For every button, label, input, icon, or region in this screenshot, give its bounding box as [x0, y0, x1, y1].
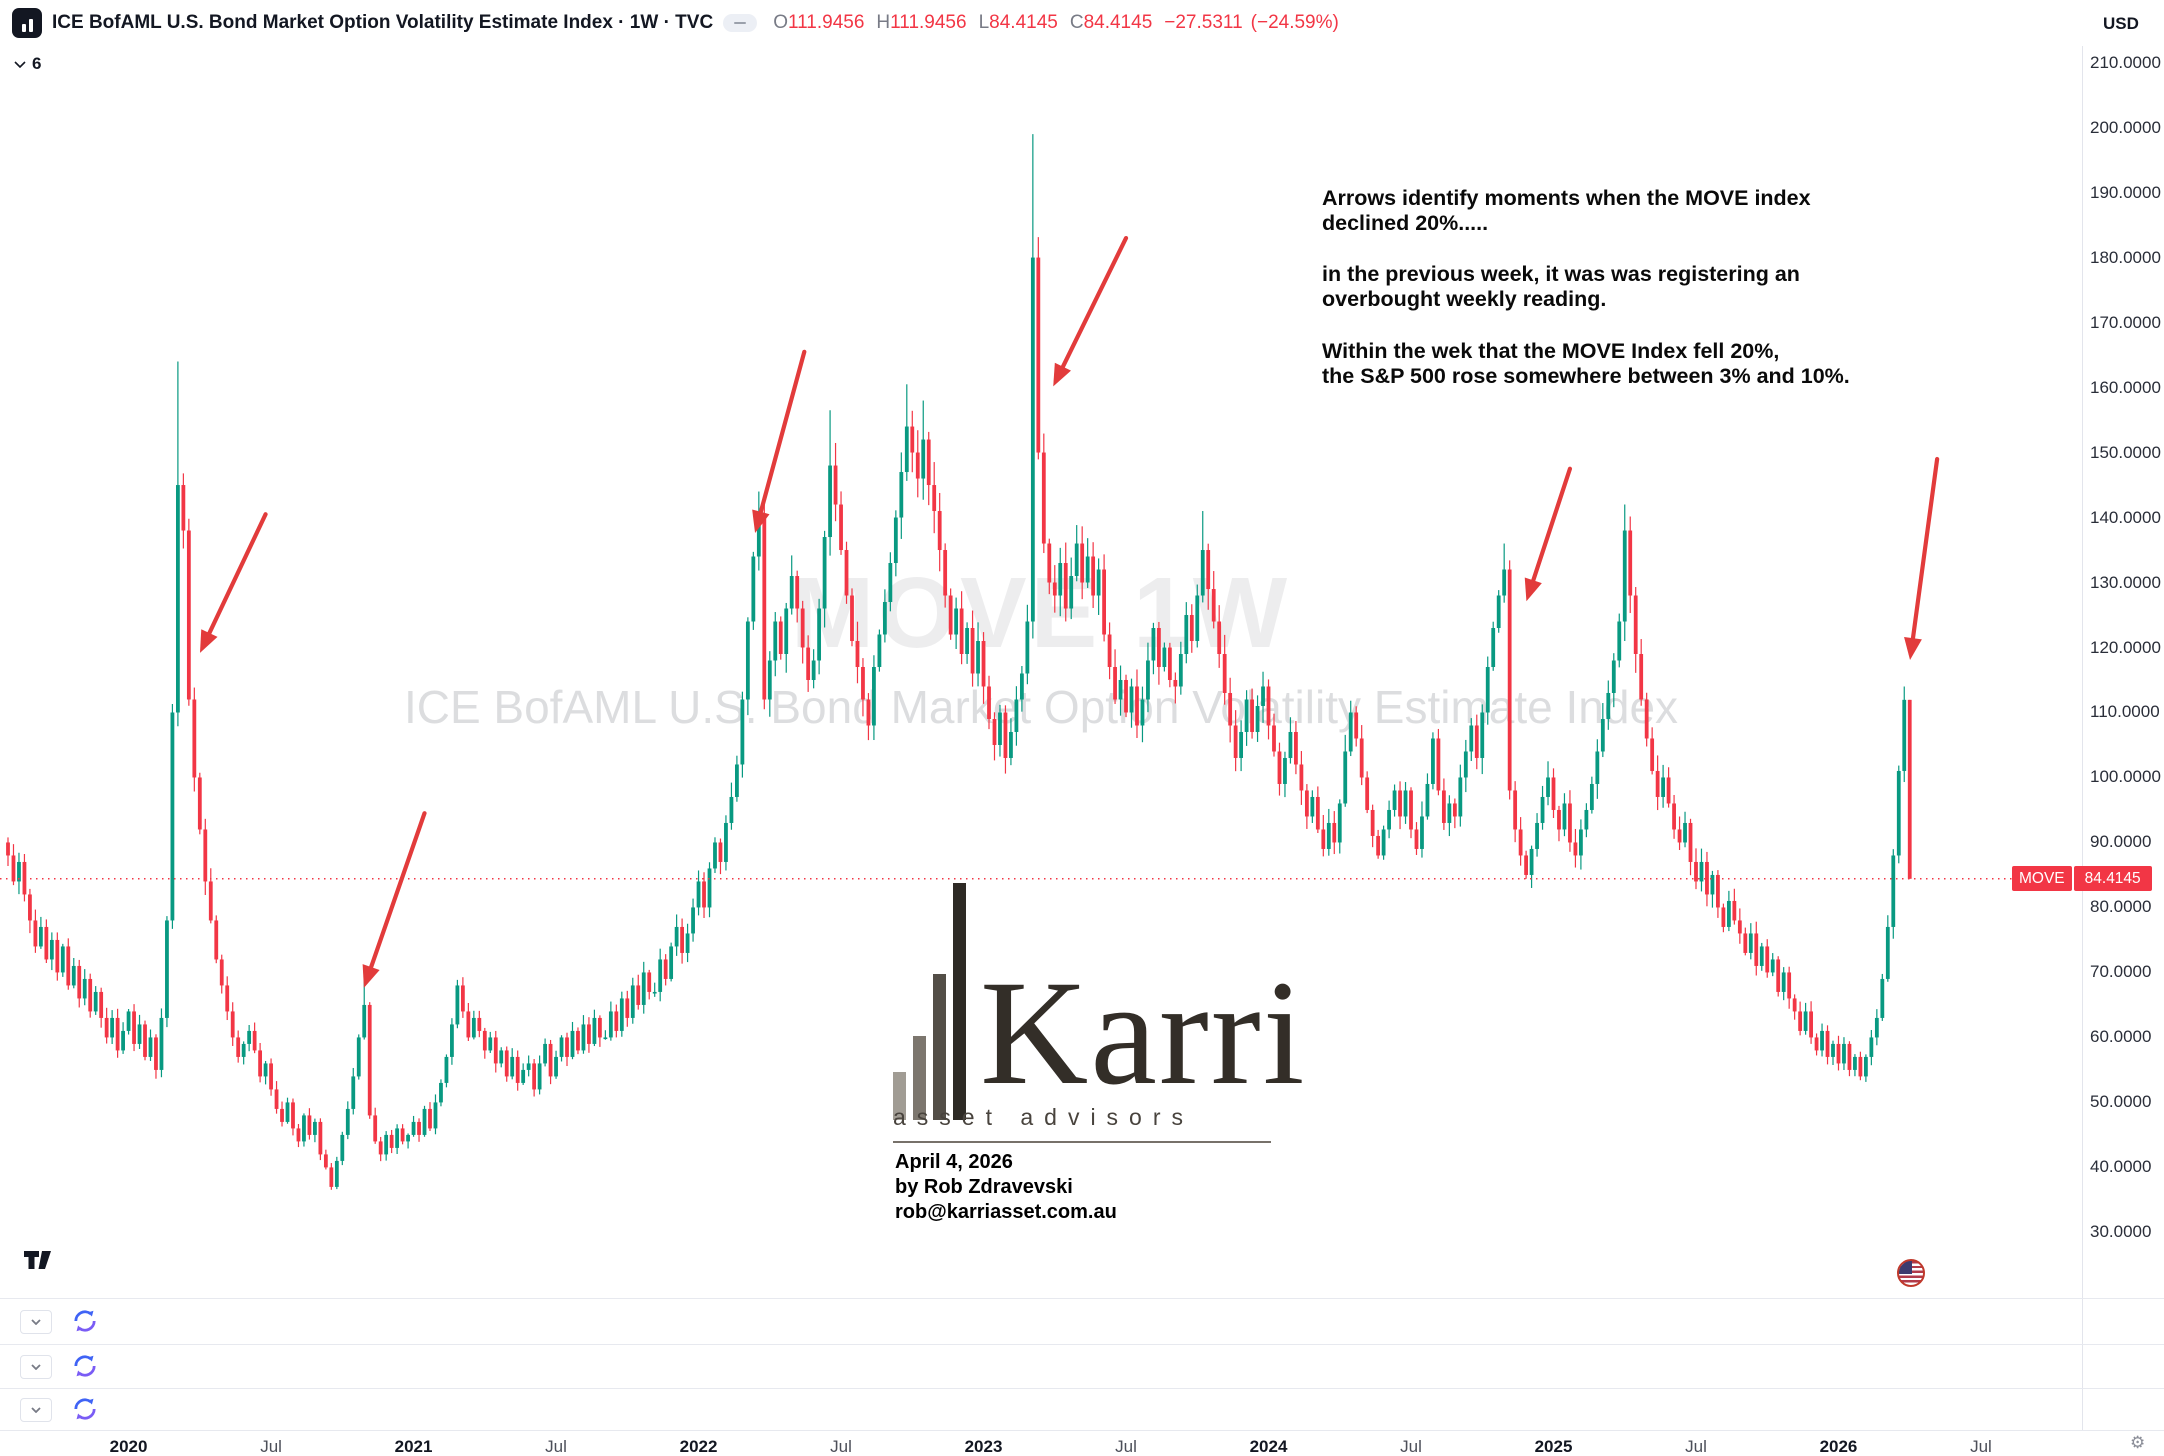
pane-refresh-icon[interactable]	[72, 1308, 98, 1334]
time-axis-label: Jul	[830, 1437, 852, 1456]
price-axis-label: 170.0000	[2090, 312, 2161, 332]
note-paragraph: Arrows identify moments when the MOVE in…	[1322, 186, 1811, 236]
karri-logo-tagline: asset advisors	[893, 1104, 1271, 1143]
price-axis-label: 150.0000	[2090, 442, 2161, 462]
price-axis-label: 90.0000	[2090, 832, 2152, 852]
note-paragraph: in the previous week, it was was registe…	[1322, 262, 1800, 312]
pane-refresh-icon[interactable]	[72, 1396, 98, 1422]
time-axis-label: Jul	[1115, 1437, 1137, 1456]
time-axis-label: 2025	[1534, 1437, 1573, 1456]
time-axis-label: Jul	[1970, 1437, 1992, 1456]
pane-refresh-icon[interactable]	[72, 1353, 98, 1379]
karri-logo-name: Karri	[980, 950, 1307, 1116]
byline-date: April 4, 2026	[895, 1151, 1013, 1173]
time-axis-label: Jul	[1400, 1437, 1422, 1456]
close-value: 84.4145	[1083, 12, 1153, 33]
price-axis-label: 110.0000	[2090, 702, 2160, 722]
low-value: 84.4145	[989, 12, 1058, 33]
time-axis-label: Jul	[545, 1437, 567, 1456]
current-price-flag: MOVE 84.4145	[2012, 865, 2152, 891]
price-axis-label: 80.0000	[2090, 897, 2152, 917]
time-axis-label: 2023	[964, 1437, 1003, 1456]
change-percent: (−24.59%)	[1250, 12, 1339, 33]
price-axis-label: 210.0000	[2090, 52, 2161, 72]
pane-collapse-button[interactable]	[20, 1398, 52, 1422]
chevron-down-icon	[31, 1364, 41, 1370]
time-axis-label: Jul	[1685, 1437, 1707, 1456]
price-axis-label: 190.0000	[2090, 182, 2161, 202]
note-paragraph: Within the wek that the MOVE Index fell …	[1322, 338, 1850, 388]
price-axis-label: 60.0000	[2090, 1027, 2152, 1047]
tradingview-logo[interactable]	[24, 1249, 60, 1273]
price-axis-label: 50.0000	[2090, 1092, 2152, 1112]
change-value: −27.5311	[1164, 12, 1243, 33]
pane-collapse-button[interactable]	[20, 1355, 52, 1379]
price-axis-label: 180.0000	[2090, 247, 2161, 267]
open-value: 111.9456	[787, 12, 865, 33]
current-price-value: 84.4145	[2073, 865, 2152, 891]
pane-separator	[0, 1430, 2164, 1431]
time-axis-label: 2020	[109, 1437, 148, 1456]
settings-gear-icon[interactable]: ⚙	[2130, 1433, 2146, 1452]
us-flag-icon[interactable]	[1897, 1259, 1925, 1287]
series-tag: MOVE	[2012, 865, 2072, 891]
symbol-logo-icon	[12, 8, 42, 38]
price-axis-label: 120.0000	[2090, 637, 2161, 657]
chart-watermark-description: ICE BofAML U.S. Bond Market Option Volat…	[403, 681, 1679, 733]
close-label: C	[1069, 12, 1084, 33]
chevron-down-icon	[31, 1407, 41, 1413]
time-axis[interactable]: 2020 Jul 2021 Jul 2022 Jul 2023 Jul 2024 Jul 2025 J…	[0, 1431, 2164, 1456]
price-axis-label: 200.0000	[2090, 117, 2161, 137]
high-label: H	[876, 12, 891, 33]
high-value: 111.9456	[890, 12, 967, 33]
price-axis-label: 40.0000	[2090, 1157, 2152, 1177]
header-pill-icon[interactable]	[723, 14, 758, 32]
author-byline: April 4, 2026 by Rob Zdravevski rob@karr…	[895, 1150, 1117, 1225]
pane-collapse-button[interactable]	[20, 1310, 52, 1334]
byline-email: rob@karriasset.com.au	[895, 1201, 1117, 1223]
chevron-down-icon	[31, 1319, 41, 1325]
time-axis-label: 2022	[679, 1437, 718, 1456]
low-label: L	[978, 12, 990, 33]
price-axis-border	[2082, 40, 2083, 1430]
price-axis-label: 130.0000	[2090, 572, 2161, 592]
pane-separator[interactable]	[0, 1388, 2164, 1389]
object-tree-button[interactable]: 6	[14, 54, 41, 74]
annotation-note: Arrows identify moments when the MOVE in…	[1322, 186, 1850, 389]
time-axis-label: Jul	[260, 1437, 282, 1456]
price-axis-label: 160.0000	[2090, 377, 2161, 397]
price-axis[interactable]: 210.0000 200.0000 190.0000 180.0000 170.0000…	[2082, 0, 2164, 1456]
price-axis-label: 30.0000	[2090, 1222, 2152, 1242]
price-axis-label: 70.0000	[2090, 962, 2152, 982]
object-count-label: 6	[32, 54, 42, 73]
open-label: O	[773, 12, 788, 33]
byline-author: by Rob Zdravevski	[895, 1176, 1073, 1198]
karri-logo-bars-icon	[893, 883, 966, 1120]
ohlc-values: O 111.9456 H 111.9456 L 84.4145 C 84.4145 −2…	[773, 12, 1339, 34]
time-axis-label: 2021	[394, 1437, 433, 1456]
chart-header: ICE BofAML U.S. Bond Market Option Volat…	[0, 0, 2094, 46]
price-axis-label: 140.0000	[2090, 507, 2161, 527]
price-axis-label: 100.0000	[2090, 767, 2161, 787]
pane-separator[interactable]	[0, 1298, 2164, 1299]
chevron-down-icon	[14, 60, 26, 68]
annotation-arrows	[199, 235, 1940, 988]
time-axis-label: 2024	[1249, 1437, 1288, 1456]
time-axis-label: 2026	[1819, 1437, 1858, 1456]
flag-canton	[1899, 1261, 1912, 1274]
symbol-title[interactable]: ICE BofAML U.S. Bond Market Option Volat…	[52, 12, 714, 33]
currency-label[interactable]: USD	[2103, 14, 2139, 33]
pane-separator[interactable]	[0, 1344, 2164, 1345]
candlestick-series	[6, 134, 1912, 1190]
